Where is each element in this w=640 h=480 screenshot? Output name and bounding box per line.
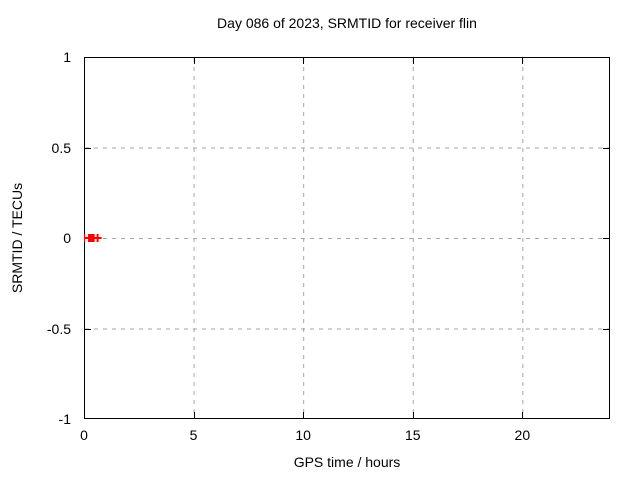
y-tick-label: -1: [58, 411, 71, 427]
x-axis-label: GPS time / hours: [293, 454, 401, 470]
y-tick-label: 0: [63, 230, 71, 246]
plot-area: [84, 57, 610, 419]
x-tick-label: 5: [189, 427, 198, 443]
y-tick-label: 0.5: [51, 139, 71, 156]
y-tick-label: 1: [63, 49, 71, 65]
x-tick-label: 15: [404, 427, 421, 443]
y-tick-label: -0.5: [46, 320, 71, 337]
x-tick-label: 20: [514, 427, 531, 443]
x-tick-label: 10: [295, 427, 311, 443]
chart-title: Day 086 of 2023, SRMTID for receiver fli…: [217, 15, 477, 31]
x-tick-label: 0: [80, 427, 88, 443]
